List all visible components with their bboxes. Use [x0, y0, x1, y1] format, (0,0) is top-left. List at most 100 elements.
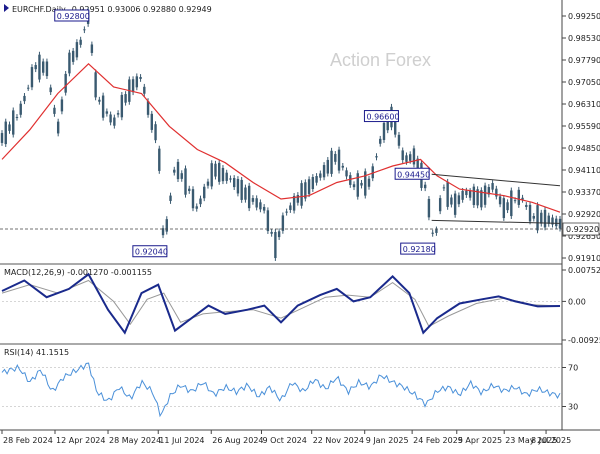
candle-body [438, 198, 442, 212]
candle-body [334, 153, 337, 162]
candle-body [68, 52, 71, 74]
candle-body [79, 39, 82, 45]
candle-body [540, 212, 543, 224]
price-tick-label: 0.95590 [568, 122, 600, 131]
candle-body [116, 113, 120, 115]
candle-body [38, 54, 41, 80]
candle-body [27, 87, 30, 89]
candle-body [49, 87, 52, 93]
candle-body [105, 111, 109, 114]
price-tick-label: 0.92920 [568, 210, 600, 219]
time-tick-label: 24 Feb 2025 [413, 436, 463, 445]
candle-body [292, 195, 296, 211]
candle-body [206, 181, 210, 186]
candle-body [397, 134, 401, 146]
candle-body [536, 205, 539, 231]
time-tick-label: 8 Jul 2025 [531, 436, 571, 445]
candle-body [491, 183, 494, 190]
candle-body [30, 67, 34, 88]
candle-body [352, 184, 356, 188]
candle-body [356, 173, 359, 197]
watermark: Action Forex [330, 50, 431, 70]
candle-body [409, 154, 412, 161]
time-tick-label: 23 May 2025 [505, 436, 557, 445]
candle-body [296, 194, 300, 203]
ohlc-values: 0.92951 0.93006 0.92880 0.92949 [72, 5, 212, 14]
candle-body [139, 76, 142, 79]
candle-body [401, 150, 404, 161]
annotation-label: 0.92180 [403, 245, 436, 254]
rsi-label: RSI(14) 41.1515 [4, 348, 69, 357]
candle-body [150, 113, 153, 130]
candle-body [442, 187, 446, 189]
candle-body [113, 117, 116, 126]
candle-body [255, 198, 258, 208]
candle-body [203, 186, 206, 199]
macd-signal-line [1, 279, 561, 328]
price-tick-label: 0.96310 [568, 100, 600, 109]
time-tick-label: 12 Apr 2024 [56, 436, 105, 445]
annotation-box [132, 245, 168, 258]
candle-body [311, 177, 315, 190]
rsi-tick-label: 30 [568, 403, 578, 412]
candle-body [487, 187, 491, 195]
price-tick-label: 0.97790 [568, 56, 600, 65]
candle-body [289, 205, 292, 210]
candle-body [371, 166, 374, 179]
candle-body [64, 73, 67, 93]
candle-body [472, 186, 476, 206]
annotation-label: 0.94450 [397, 170, 430, 179]
macd-series [1, 272, 561, 335]
current-price-value: 0.92920 [566, 225, 599, 234]
candle-body [176, 161, 180, 180]
candle-body [285, 211, 288, 213]
candle-body [146, 101, 150, 115]
candle-body [457, 195, 461, 205]
candle-body [547, 215, 550, 224]
rsi-tick-label: 70 [568, 364, 578, 373]
price-panel: Action Forex EURCHF.Daily 0.92951 0.93006… [0, 4, 600, 263]
candle-body [307, 179, 311, 195]
annotation-label: 0.96600 [366, 113, 399, 122]
chart-header: EURCHF.Daily 0.92951 0.93006 0.92880 0.92… [12, 5, 212, 14]
rsi-panel: RSI(14) 41.1515 70 30 [1, 348, 578, 418]
symbol-label: EURCHF.Daily [12, 5, 66, 14]
candle-body [468, 190, 472, 198]
annotation-label: 0.92800 [57, 12, 90, 21]
candle-body [543, 209, 547, 228]
time-tick-label: 28 May 2024 [109, 436, 161, 445]
candle-body [195, 206, 198, 209]
price-tick-label: 0.93370 [568, 188, 600, 197]
candle-body [251, 198, 255, 202]
rsi-axis: 70 30 [562, 364, 578, 412]
candle-body [322, 165, 326, 178]
current-price-box: 0.92920 [562, 222, 600, 236]
candle-body [510, 190, 513, 217]
candle-body [173, 169, 176, 173]
candle-body [83, 29, 86, 31]
candle-body [19, 103, 22, 115]
candle-body [558, 218, 562, 229]
candle-body [450, 197, 453, 205]
annotation-label: 0.92040 [135, 248, 168, 257]
candle-body [71, 50, 75, 62]
candle-body [337, 149, 341, 171]
price-series [0, 7, 562, 261]
price-annotation: 0.92180 [400, 242, 436, 255]
candle-body [446, 181, 449, 207]
time-tick-label: 9 Oct 2024 [262, 436, 306, 445]
annotations: 0.92800 0.92040 0.96600 0.94450 0.92180 [54, 9, 436, 258]
candle-body [214, 163, 217, 177]
macd-label: MACD(12,26,9) -0.001270 -0.001155 [4, 268, 152, 277]
candle-body [210, 163, 213, 187]
candle-body [345, 170, 348, 177]
candle-body [236, 179, 240, 194]
price-axis: 0.99250 0.98530 0.97790 0.97050 0.96310 0.955… [562, 12, 600, 263]
price-tick-label: 0.99250 [568, 12, 600, 21]
candle-body [60, 99, 64, 112]
candle-body [555, 218, 558, 227]
candle-body [330, 150, 333, 174]
candle-body [266, 210, 270, 232]
candle-body [221, 167, 225, 182]
price-annotation: 0.94450 [394, 167, 430, 180]
